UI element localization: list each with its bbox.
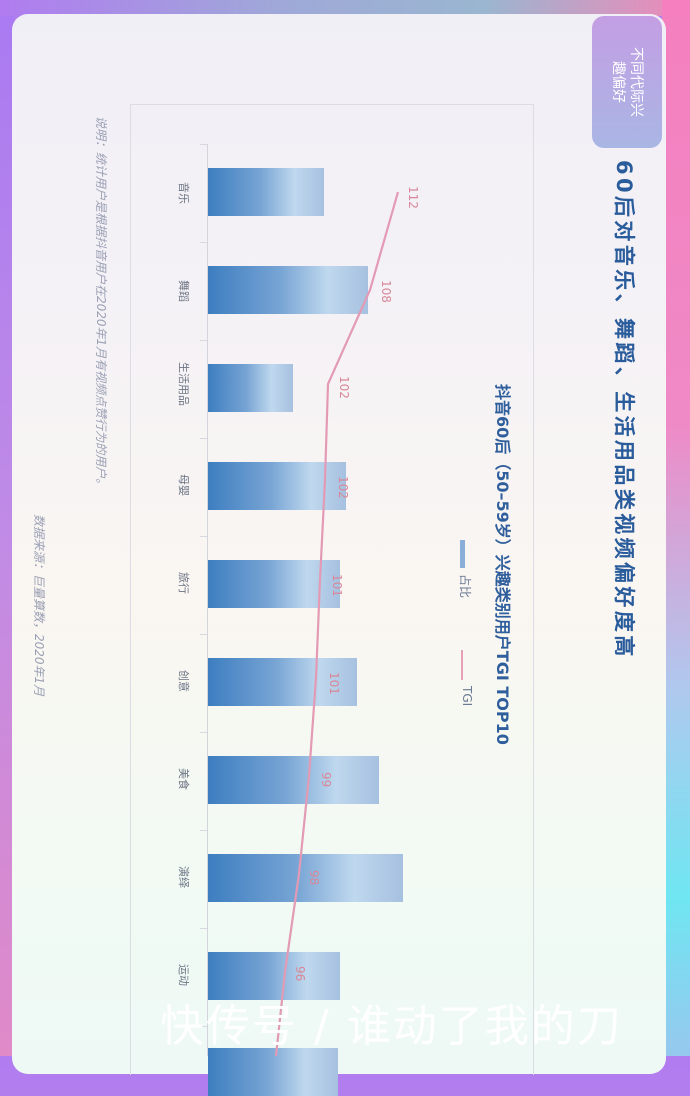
bar-sports [208, 952, 340, 1000]
background-top-strip [0, 0, 690, 16]
axis-tick [200, 830, 207, 831]
section-tag: 不同代际兴趣偏好 [592, 16, 662, 148]
tgi-value: 98 [307, 870, 321, 886]
tgi-value: 102 [337, 376, 351, 399]
axis-tick [200, 144, 207, 145]
legend-bar-swatch [460, 540, 465, 568]
tgi-line [274, 191, 400, 1056]
bar-travel [208, 560, 340, 608]
axis-tick [200, 242, 207, 243]
data-source-text: 数据来源：巨量算数，2020年1月 [32, 514, 46, 697]
axis-tick [200, 340, 207, 341]
bar-creative [208, 658, 357, 706]
bar-daily-goods [208, 364, 293, 412]
chart-legend: 占比 TGI [452, 540, 482, 706]
footnote-text: 说明：统计用户是根据抖音用户在2020年1月有视频点赞行为的用户。 [94, 116, 108, 491]
legend-line-swatch [461, 650, 463, 680]
tgi-value: 101 [330, 574, 344, 597]
tgi-value: 108 [379, 280, 393, 303]
bar-performance [208, 854, 403, 902]
axis-tick [200, 634, 207, 635]
bar-food [208, 756, 379, 804]
tgi-value: 99 [319, 772, 333, 788]
bar-dance [208, 266, 368, 314]
axis-tick [200, 1026, 207, 1027]
axis-tick [200, 732, 207, 733]
background-right-strip [662, 0, 690, 1056]
bar-music [208, 168, 324, 216]
axis-tick [200, 928, 207, 929]
axis-tick [200, 536, 207, 537]
tgi-value: 112 [406, 186, 420, 209]
axis-tick [200, 438, 207, 439]
chart-frame [130, 104, 534, 1075]
background-left-strip [0, 0, 14, 1056]
tgi-value: 102 [336, 476, 350, 499]
category-axis [207, 144, 208, 1056]
tgi-value: 96 [293, 966, 307, 982]
tgi-value: 101 [327, 672, 341, 695]
watermark: 快传号 / 谁动了我的刀 [160, 1001, 623, 1052]
